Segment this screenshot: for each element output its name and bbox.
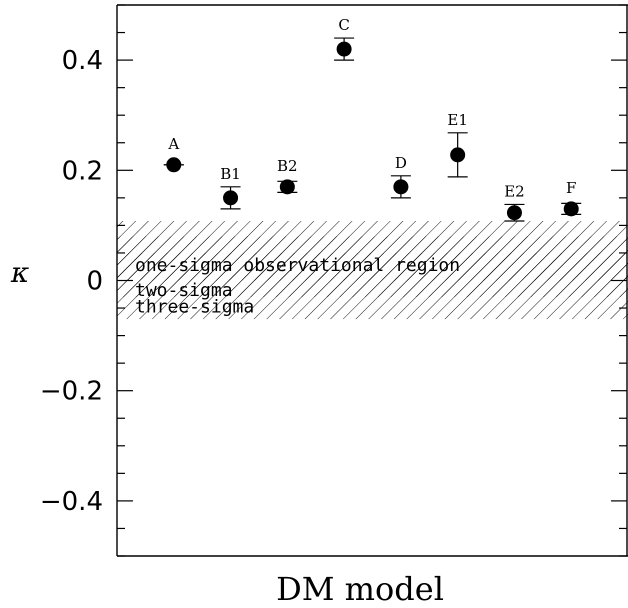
point-marker <box>223 190 239 206</box>
y-tick-label: 0.4 <box>62 46 103 76</box>
point-label: B1 <box>220 165 241 183</box>
point-label: C <box>338 16 349 34</box>
y-axis-label: κ <box>10 256 29 289</box>
data-point-E1: E1 <box>447 111 468 178</box>
band-label: two-sigma <box>135 280 233 301</box>
y-tick-label: 0 <box>86 267 103 297</box>
point-label: E1 <box>447 111 468 129</box>
band-label: three-sigma <box>135 296 254 317</box>
data-point-E2: E2 <box>504 182 525 222</box>
point-marker <box>506 205 522 221</box>
point-label: D <box>395 154 407 172</box>
data-point-F: F <box>561 179 582 217</box>
x-axis-label: DM model <box>276 570 444 608</box>
data-point-B1: B1 <box>220 165 241 210</box>
data-point-B2: B2 <box>277 157 298 195</box>
y-tick-label: 0.2 <box>62 156 103 186</box>
point-marker <box>393 179 409 195</box>
data-point-C: C <box>334 16 355 61</box>
band-labels: one-sigma observational region two-sigmat… <box>135 255 460 317</box>
data-point-D: D <box>390 154 411 199</box>
data-point-A: A <box>163 135 184 173</box>
y-tick-label: −0.4 <box>40 487 103 517</box>
data-points: A B1 B2 C D E1 E2 F <box>163 16 582 222</box>
band-2 <box>117 252 628 281</box>
point-marker <box>450 147 466 163</box>
point-label: A <box>167 135 179 153</box>
band-label: one-sigma observational region <box>135 255 460 276</box>
sigma-bands <box>117 220 628 320</box>
point-label: E2 <box>504 182 525 200</box>
point-label: B2 <box>277 157 298 175</box>
point-marker <box>563 201 579 217</box>
y-ticks: −0.4 −0.2 0 0.2 0.4 <box>40 4 627 557</box>
point-marker <box>279 179 295 195</box>
y-tick-label: −0.2 <box>40 377 103 407</box>
point-label: F <box>566 179 576 197</box>
point-marker <box>336 41 352 57</box>
point-marker <box>166 157 182 173</box>
